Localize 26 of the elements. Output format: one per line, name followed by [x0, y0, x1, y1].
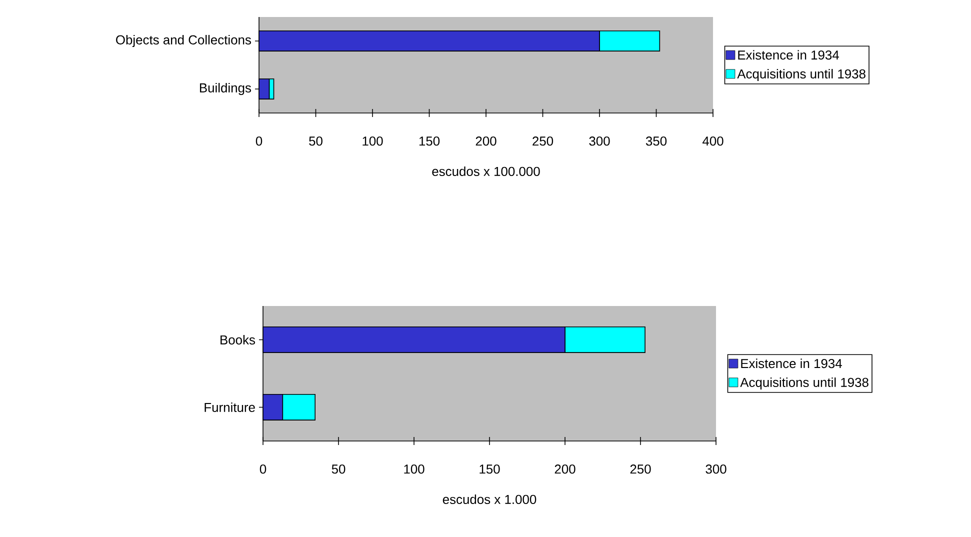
x-tick-label: 100: [404, 464, 424, 474]
x-axis-title: escudos x 1.000: [442, 494, 536, 504]
x-tick-label: 200: [554, 464, 576, 474]
x-tick-label: 300: [589, 136, 610, 146]
x-tick-label: 250: [630, 464, 651, 474]
legend-label: Acquisitions until 1938: [737, 68, 866, 82]
legend-label: Existence in 1934: [738, 50, 839, 60]
x-tick-label: 100: [362, 136, 383, 146]
x-tick-label: 50: [332, 464, 346, 474]
x-tick-label: 400: [702, 136, 724, 146]
x-tick-label: 150: [419, 136, 440, 146]
x-tick-label: 200: [476, 136, 496, 146]
x-tick-label: 250: [532, 136, 554, 146]
y-tick-label: Objects and Collections: [116, 34, 251, 48]
x-tick-label: 350: [646, 136, 667, 146]
legend-label: Existence in 1934: [741, 358, 842, 368]
x-tick-label: 300: [706, 464, 726, 474]
x-tick-label: 0: [256, 136, 262, 146]
x-tick-label: 50: [309, 136, 322, 146]
x-axis-title: escudos x 100.000: [432, 166, 540, 176]
x-tick-label: 150: [480, 464, 500, 474]
x-tick-label: 0: [260, 464, 266, 474]
y-tick-label: Books: [220, 334, 256, 344]
y-tick-label: Furniture: [204, 402, 255, 412]
legend-label: Acquisitions until 1938: [740, 377, 868, 390]
y-tick-label: Buildings: [200, 82, 252, 96]
